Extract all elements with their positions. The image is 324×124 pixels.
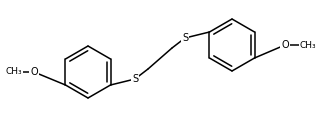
Text: S: S: [132, 74, 138, 84]
Text: O: O: [281, 40, 289, 50]
Text: S: S: [182, 33, 188, 43]
Text: CH₃: CH₃: [300, 41, 316, 49]
Text: CH₃: CH₃: [6, 67, 22, 77]
Text: O: O: [30, 67, 38, 77]
